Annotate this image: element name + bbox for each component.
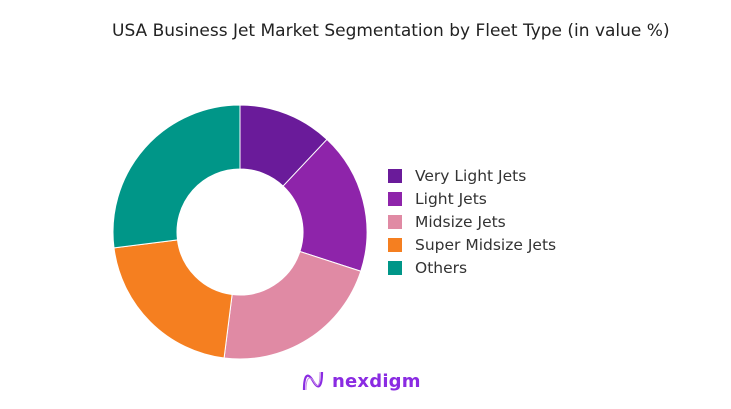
nexdigm-logo-icon <box>302 371 324 391</box>
legend-item: Super Midsize Jets <box>388 233 556 256</box>
legend-label: Super Midsize Jets <box>415 235 557 254</box>
legend-item: Very Light Jets <box>388 164 556 187</box>
legend-label: Light Jets <box>415 189 487 208</box>
legend-swatch <box>388 214 402 229</box>
legend-label: Midsize Jets <box>415 212 506 231</box>
legend-label: Very Light Jets <box>415 166 527 185</box>
slice-light-jets <box>282 138 368 272</box>
legend-item: Midsize Jets <box>388 210 556 233</box>
legend-swatch <box>388 168 402 183</box>
logo-text: nexdigm <box>332 370 421 392</box>
legend-swatch <box>388 191 402 206</box>
slice-midsize-jets <box>223 250 362 360</box>
legend-item: Light Jets <box>388 187 556 210</box>
legend-swatch <box>388 237 402 252</box>
logo: nexdigm <box>302 370 421 392</box>
slice-others <box>112 104 241 249</box>
legend-swatch <box>388 260 402 275</box>
legend-item: Others <box>388 256 556 279</box>
legend: Very Light Jets Light Jets Midsize Jets Sup… <box>388 164 556 279</box>
legend-label: Others <box>415 258 468 277</box>
slice-super-midsize-jets <box>113 239 233 359</box>
chart-title: USA Business Jet Market Segmentation by … <box>112 21 670 41</box>
